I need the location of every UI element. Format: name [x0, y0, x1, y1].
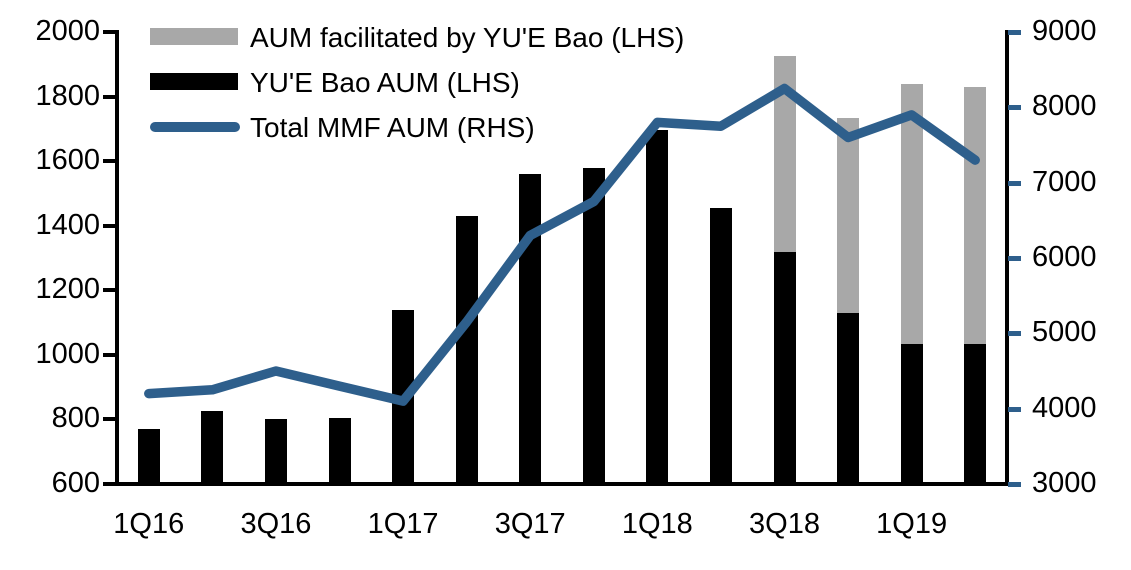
chart-legend: AUM facilitated by YU'E Bao (LHS) YU'E B… — [150, 14, 684, 149]
right-axis-label: 5000 — [1032, 316, 1097, 349]
left-axis-tick — [103, 482, 119, 486]
left-axis-label: 600 — [51, 467, 100, 499]
bar-yue-bao-aum — [328, 417, 351, 482]
right-axis-label: 6000 — [1032, 241, 1097, 273]
x-axis-label: 3Q16 — [240, 508, 312, 540]
legend-item-total-mmf-aum: Total MMF AUM (RHS) — [150, 104, 684, 149]
x-axis-label: 3Q18 — [749, 508, 820, 540]
legend-label-facilitated-aum: AUM facilitated by YU'E Bao (LHS) — [250, 21, 685, 53]
right-axis-tick — [1008, 180, 1021, 186]
x-axis-label: 1Q16 — [113, 508, 185, 540]
left-axis-label: 1000 — [35, 337, 100, 370]
right-axis-line — [1005, 30, 1009, 486]
bar-yue-bao-aum — [773, 251, 796, 482]
left-axis-tick — [103, 223, 119, 228]
left-axis-label: 1200 — [35, 273, 100, 306]
x-axis-label: 1Q18 — [621, 508, 693, 540]
bar-yue-bao-aum — [519, 174, 542, 482]
left-axis-label: 1400 — [35, 208, 100, 241]
right-axis-label: 3000 — [1032, 467, 1097, 499]
bar-yue-bao-aum — [264, 419, 287, 482]
bar-yue-bao-aum — [900, 343, 923, 482]
right-axis-tick — [1008, 331, 1021, 337]
bar-yue-bao-aum — [646, 130, 669, 482]
x-axis-label: 3Q17 — [494, 508, 566, 540]
right-axis-label: 8000 — [1032, 90, 1097, 123]
right-axis-tick — [1008, 482, 1021, 487]
bar-yue-bao-aum — [709, 207, 732, 482]
legend-item-facilitated-aum: AUM facilitated by YU'E Bao (LHS) — [150, 14, 684, 59]
legend-label-yue-bao-aum: YU'E Bao AUM (LHS) — [250, 66, 520, 98]
black-bar-swatch — [150, 73, 238, 90]
left-axis-label: 1800 — [35, 79, 100, 112]
x-axis-label: 1Q17 — [367, 508, 439, 540]
bar-yue-bao-aum — [392, 309, 415, 482]
blue-line-swatch — [150, 121, 240, 132]
left-axis-label: 1600 — [35, 144, 100, 177]
left-axis-line — [115, 30, 119, 486]
bar-yue-bao-aum — [137, 429, 160, 482]
bar-yue-bao-aum — [582, 167, 605, 482]
right-axis-label: 7000 — [1032, 165, 1097, 198]
right-axis-tick — [1008, 406, 1021, 412]
right-axis-label: 9000 — [1032, 15, 1097, 47]
bar-yue-bao-aum — [455, 216, 478, 482]
left-axis-tick — [103, 352, 119, 357]
right-axis-label: 4000 — [1032, 391, 1097, 424]
left-axis-label: 800 — [51, 402, 100, 435]
left-axis-tick — [103, 417, 119, 422]
left-axis-tick — [103, 30, 119, 34]
x-axis-line — [113, 482, 1009, 486]
gray-bar-swatch — [150, 28, 238, 45]
bar-yue-bao-aum — [964, 343, 987, 482]
x-axis-label: 1Q19 — [876, 508, 948, 540]
bar-yue-bao-aum — [201, 411, 224, 482]
legend-item-yue-bao-aum: YU'E Bao AUM (LHS) — [150, 59, 684, 104]
bar-yue-bao-aum — [837, 312, 860, 482]
right-axis-tick — [1008, 105, 1021, 111]
legend-label-total-mmf-aum: Total MMF AUM (RHS) — [250, 111, 535, 143]
right-axis-tick — [1008, 30, 1021, 35]
left-axis-label: 2000 — [35, 15, 100, 47]
left-axis-tick — [103, 159, 119, 164]
left-axis-tick — [103, 288, 119, 293]
left-axis-tick — [103, 94, 119, 99]
right-axis-tick — [1008, 256, 1021, 261]
